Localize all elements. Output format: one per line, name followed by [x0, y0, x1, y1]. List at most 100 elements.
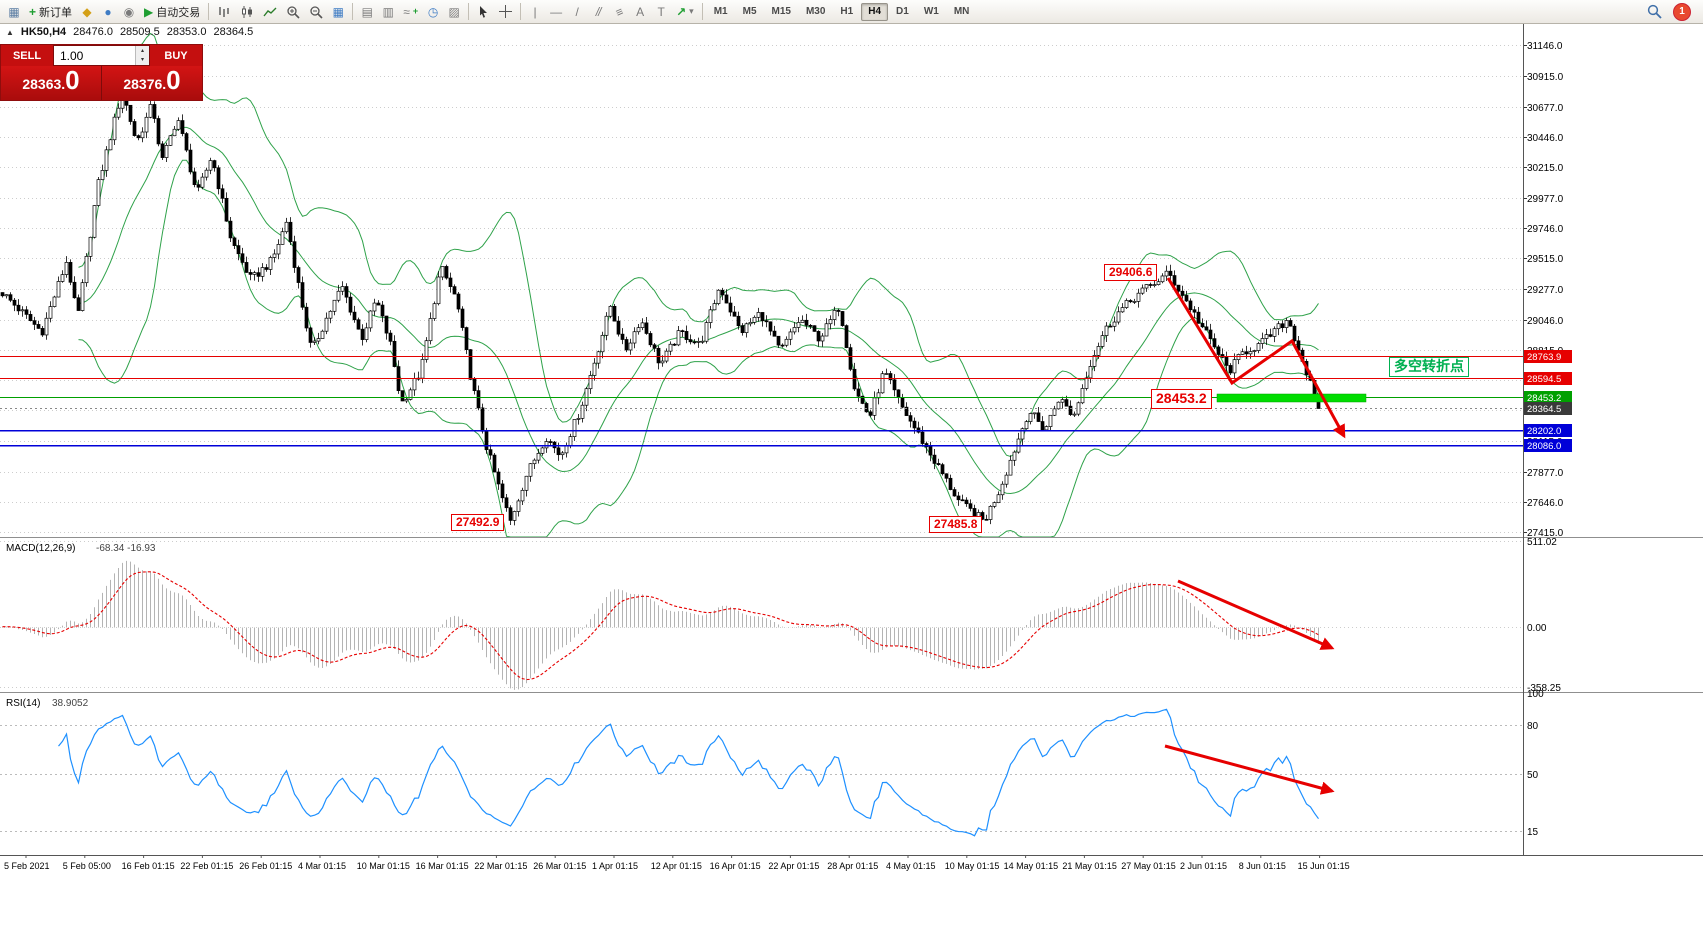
volume-input[interactable] [54, 46, 135, 65]
svg-text:511.02: 511.02 [1527, 537, 1557, 548]
channel-tool[interactable]: // [588, 2, 608, 22]
tab-timeframe-m1[interactable]: M1 [707, 3, 735, 21]
candlestick-series [0, 88, 1321, 526]
tab-timeframe-h4[interactable]: H4 [861, 2, 889, 21]
sell-button[interactable]: 28363. 0 [1, 66, 102, 100]
text-icon: A [636, 4, 645, 19]
channel-icon: // [595, 4, 602, 19]
fibonacci-tool[interactable]: ≡ [609, 2, 629, 22]
toolbar-separator [468, 3, 470, 20]
zoom-in-icon [287, 5, 300, 19]
svg-text:4 Mar 01:15: 4 Mar 01:15 [298, 861, 346, 871]
svg-text:22 Apr 01:15: 22 Apr 01:15 [768, 861, 819, 871]
buy-price: 28376. [123, 76, 167, 92]
line-chart-button[interactable] [259, 2, 281, 22]
svg-text:5 Feb 2021: 5 Feb 2021 [4, 861, 50, 871]
trendline-tool[interactable]: / [567, 2, 587, 22]
svg-text:27877.0: 27877.0 [1527, 468, 1564, 479]
bar-chart-icon [219, 6, 229, 17]
svg-text:28086.0: 28086.0 [1527, 441, 1561, 452]
tile-windows-button[interactable]: ▦ [328, 2, 348, 22]
tab-timeframe-mn[interactable]: MN [947, 3, 977, 21]
svg-text:30215.0: 30215.0 [1527, 163, 1564, 174]
tab-timeframe-m30[interactable]: M30 [799, 3, 832, 21]
horizontal-line-tool[interactable]: — [546, 2, 566, 22]
template-button[interactable]: ▨ [444, 2, 464, 22]
tab-timeframe-w1[interactable]: W1 [917, 3, 946, 21]
svg-text:28202.0: 28202.0 [1527, 426, 1561, 437]
cursor-button[interactable] [473, 2, 494, 22]
volume-down-button[interactable]: ▾ [136, 55, 149, 65]
arrange-horizontal-button[interactable]: ▤ [357, 2, 377, 22]
toolbar-separator [352, 3, 354, 20]
svg-text:31146.0: 31146.0 [1527, 41, 1563, 52]
svg-text:28453.2: 28453.2 [1527, 393, 1561, 404]
svg-text:16 Mar 01:15: 16 Mar 01:15 [416, 861, 469, 871]
rsi-label: RSI(14) [6, 698, 40, 709]
one-click-trade-panel: SELL ▴ ▾ BUY 28363.0 28376.0 [0, 44, 203, 101]
svg-text:27 May 01:15: 27 May 01:15 [1121, 861, 1176, 871]
bollinger-bands [78, 32, 1319, 538]
horizontal-line-icon: — [550, 4, 563, 19]
tab-timeframe-m15[interactable]: M15 [765, 3, 798, 21]
svg-text:10 Mar 01:15: 10 Mar 01:15 [357, 861, 410, 871]
sell-label[interactable]: SELL [1, 45, 53, 66]
collapse-panel-icon[interactable]: ▲ [6, 27, 14, 37]
svg-text:30446.0: 30446.0 [1527, 133, 1564, 144]
svg-text:27646.0: 27646.0 [1527, 498, 1564, 509]
rsi-panel: 100 80 50 15 RSI(14) 38.9052 [0, 689, 1544, 838]
svg-text:-358.25: -358.25 [1527, 683, 1561, 694]
autotrade-button[interactable]: ▶ 自动交易 [140, 2, 204, 22]
svg-text:12 Apr 01:15: 12 Apr 01:15 [651, 861, 702, 871]
bar-chart-button[interactable] [213, 2, 235, 22]
toolbar-separator [520, 3, 522, 20]
macd-panel: 511.02 0.00 -358.25 MACD(12,26,9) -68.34 -16… [0, 537, 1561, 694]
metaeditor-button[interactable]: ◆ [77, 2, 97, 22]
tab-timeframe-d1[interactable]: D1 [889, 3, 916, 21]
zoom-out-button[interactable] [305, 2, 327, 22]
svg-text:28 Apr 01:15: 28 Apr 01:15 [827, 861, 878, 871]
new-order-button[interactable]: + 新订单 [25, 2, 76, 22]
svg-text:80: 80 [1527, 721, 1539, 732]
crosshair-button[interactable] [495, 2, 516, 22]
label-tool[interactable]: T [651, 2, 671, 22]
text-tool[interactable]: A [630, 2, 650, 22]
chart-workspace[interactable]: 31146.0 30915.0 30677.0 30446.0 30215.0 29977… [0, 24, 1703, 947]
buy-label[interactable]: BUY [150, 45, 202, 66]
svg-text:5 Feb 05:00: 5 Feb 05:00 [63, 861, 111, 871]
add-indicator-button[interactable]: ≈ + [399, 2, 422, 22]
volume-field: ▴ ▾ [53, 45, 150, 66]
label-icon: T [657, 4, 665, 19]
svg-text:8 Jun 01:15: 8 Jun 01:15 [1239, 861, 1286, 871]
macd-values: -68.34 -16.93 [96, 543, 156, 554]
search-icon [1647, 4, 1662, 19]
svg-text:10 May 01:15: 10 May 01:15 [945, 861, 1000, 871]
chart-canvas[interactable]: 31146.0 30915.0 30677.0 30446.0 30215.0 29977… [0, 24, 1703, 947]
community-button[interactable]: ◉ [119, 2, 139, 22]
terminal-button[interactable]: ● [98, 2, 118, 22]
line-chart-icon [263, 7, 277, 16]
svg-text:16 Feb 01:15: 16 Feb 01:15 [122, 861, 175, 871]
candlestick-chart-button[interactable] [236, 2, 258, 22]
ohlc-close: 28364.5 [213, 26, 254, 38]
period-button[interactable]: ◷ [423, 2, 443, 22]
chart-window-button[interactable]: ▦ [4, 2, 24, 22]
tab-timeframe-m5[interactable]: M5 [736, 3, 764, 21]
tab-timeframe-h1[interactable]: H1 [833, 3, 860, 21]
vertical-line-tool[interactable]: | [525, 2, 545, 22]
arrange-vertical-button[interactable]: ▥ [378, 2, 398, 22]
arrange-vertical-icon: ▥ [382, 4, 394, 19]
shapes-tool[interactable]: ↗ ▾ [672, 2, 698, 22]
notification-badge[interactable]: 1 [1673, 2, 1691, 21]
symbol-name: HK50,H4 [20, 26, 67, 38]
timeframe-group: M1 M5 M15 M30 H1 H4 D1 W1 MN [707, 2, 977, 21]
indicator-plus-icon: + [412, 6, 419, 16]
buy-button[interactable]: 28376. 0 [102, 66, 202, 100]
rsi-value: 38.9052 [52, 698, 89, 709]
ohlc-low: 28353.0 [166, 26, 207, 38]
zoom-in-button[interactable] [282, 2, 304, 22]
metaeditor-icon: ◆ [82, 4, 92, 19]
svg-text:1 Apr 01:15: 1 Apr 01:15 [592, 861, 638, 871]
search-button[interactable] [1643, 2, 1666, 22]
volume-up-button[interactable]: ▴ [136, 46, 149, 56]
